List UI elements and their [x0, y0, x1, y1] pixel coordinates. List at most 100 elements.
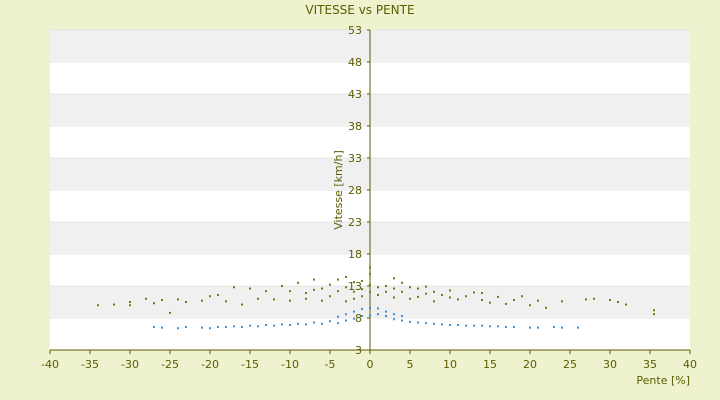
- scatter-point: [145, 297, 147, 300]
- scatter-point: [537, 299, 539, 302]
- scatter-point: [345, 319, 347, 322]
- scatter-point: [361, 288, 363, 291]
- scatter-point: [217, 293, 219, 296]
- scatter-point: [481, 292, 483, 295]
- x-tick-label: -20: [201, 358, 219, 371]
- scatter-point: [369, 266, 371, 269]
- scatter-point: [433, 322, 435, 325]
- scatter-point: [353, 281, 355, 284]
- data-points: [97, 266, 655, 330]
- scatter-point: [449, 289, 451, 292]
- scatter-point: [369, 283, 371, 286]
- scatter-point: [129, 301, 131, 303]
- scatter-point: [409, 286, 411, 289]
- scatter-point: [185, 325, 187, 328]
- y-tick-label: 48: [348, 56, 362, 69]
- scatter-point: [233, 286, 235, 289]
- scatter-point: [377, 293, 379, 296]
- axes: [49, 29, 691, 354]
- chart-title: VITESSE vs PENTE: [305, 3, 414, 17]
- scatter-point: [305, 323, 307, 326]
- scatter-point: [337, 278, 339, 281]
- scatter-point: [369, 314, 371, 317]
- scatter-point: [281, 323, 283, 326]
- scatter-point: [177, 327, 179, 330]
- y-tick-label: 33: [348, 152, 362, 165]
- scatter-point: [241, 303, 243, 306]
- scatter-point: [329, 295, 331, 298]
- scatter-point: [257, 325, 259, 328]
- scatter-point: [249, 324, 251, 327]
- scatter-point: [441, 293, 443, 296]
- scatter-point: [393, 318, 395, 321]
- x-tick-label: -10: [281, 358, 299, 371]
- scatter-point: [585, 298, 587, 301]
- x-tick-label: 20: [523, 358, 537, 371]
- scatter-point: [345, 286, 347, 289]
- x-tick-label: 40: [683, 358, 697, 371]
- scatter-point: [409, 297, 411, 300]
- scatter-point: [313, 321, 315, 324]
- scatter-point: [225, 325, 227, 328]
- scatter-point: [209, 327, 211, 330]
- x-tick-label: -15: [241, 358, 259, 371]
- scatter-point: [297, 322, 299, 325]
- scatter-point: [337, 290, 339, 293]
- scatter-point: [273, 298, 275, 301]
- x-tick-label: 30: [603, 358, 617, 371]
- scatter-point: [369, 272, 371, 275]
- scatter-point: [393, 277, 395, 280]
- scatter-point: [305, 292, 307, 295]
- scatter-point: [433, 300, 435, 303]
- scatter-point: [361, 315, 363, 318]
- scatter-point: [257, 297, 259, 300]
- scatter-point: [97, 304, 99, 307]
- scatter-point: [417, 321, 419, 324]
- x-tick-label: -40: [41, 358, 59, 371]
- y-tick-label: 53: [348, 24, 362, 37]
- scatter-point: [289, 299, 291, 302]
- scatter-point: [353, 290, 355, 293]
- scatter-point: [473, 324, 475, 327]
- scatter-point: [497, 295, 499, 298]
- scatter-point: [233, 325, 235, 328]
- scatter-point: [497, 325, 499, 328]
- scatter-point: [529, 304, 531, 307]
- scatter-point: [385, 290, 387, 293]
- scatter-point: [505, 302, 507, 305]
- y-tick-label: 8: [355, 312, 362, 325]
- scatter-point: [329, 320, 331, 323]
- scatter-point: [201, 299, 203, 302]
- scatter-point: [537, 326, 539, 329]
- x-tick-label: 35: [643, 358, 657, 371]
- scatter-point: [321, 299, 323, 302]
- y-axis-label: Vitesse [km/h]: [332, 150, 345, 230]
- scatter-point: [369, 306, 371, 309]
- scatter-point: [457, 298, 459, 301]
- scatter-point: [153, 302, 155, 305]
- scatter-point: [401, 281, 403, 284]
- scatter-point: [113, 303, 115, 306]
- scatter-point: [201, 326, 203, 329]
- scatter-point: [465, 324, 467, 327]
- scatter-point: [161, 326, 163, 329]
- x-tick-label: -30: [121, 358, 139, 371]
- scatter-point: [225, 300, 227, 303]
- y-tick-label: 3: [355, 344, 362, 357]
- scatter-point: [417, 287, 419, 290]
- scatter-point: [345, 300, 347, 303]
- scatter-point: [385, 315, 387, 318]
- scatter-point: [281, 285, 283, 287]
- x-tick-label: 0: [367, 358, 374, 371]
- scatter-point: [241, 325, 243, 328]
- scatter-point: [353, 317, 355, 320]
- scatter-point: [361, 279, 363, 282]
- x-tick-label: -35: [81, 358, 99, 371]
- scatter-point: [561, 300, 563, 303]
- scatter-point: [401, 315, 403, 318]
- scatter-point: [617, 301, 619, 303]
- scatter-point: [161, 299, 163, 302]
- scatter-point: [409, 320, 411, 323]
- scatter-point: [129, 304, 131, 307]
- scatter-point: [489, 325, 491, 328]
